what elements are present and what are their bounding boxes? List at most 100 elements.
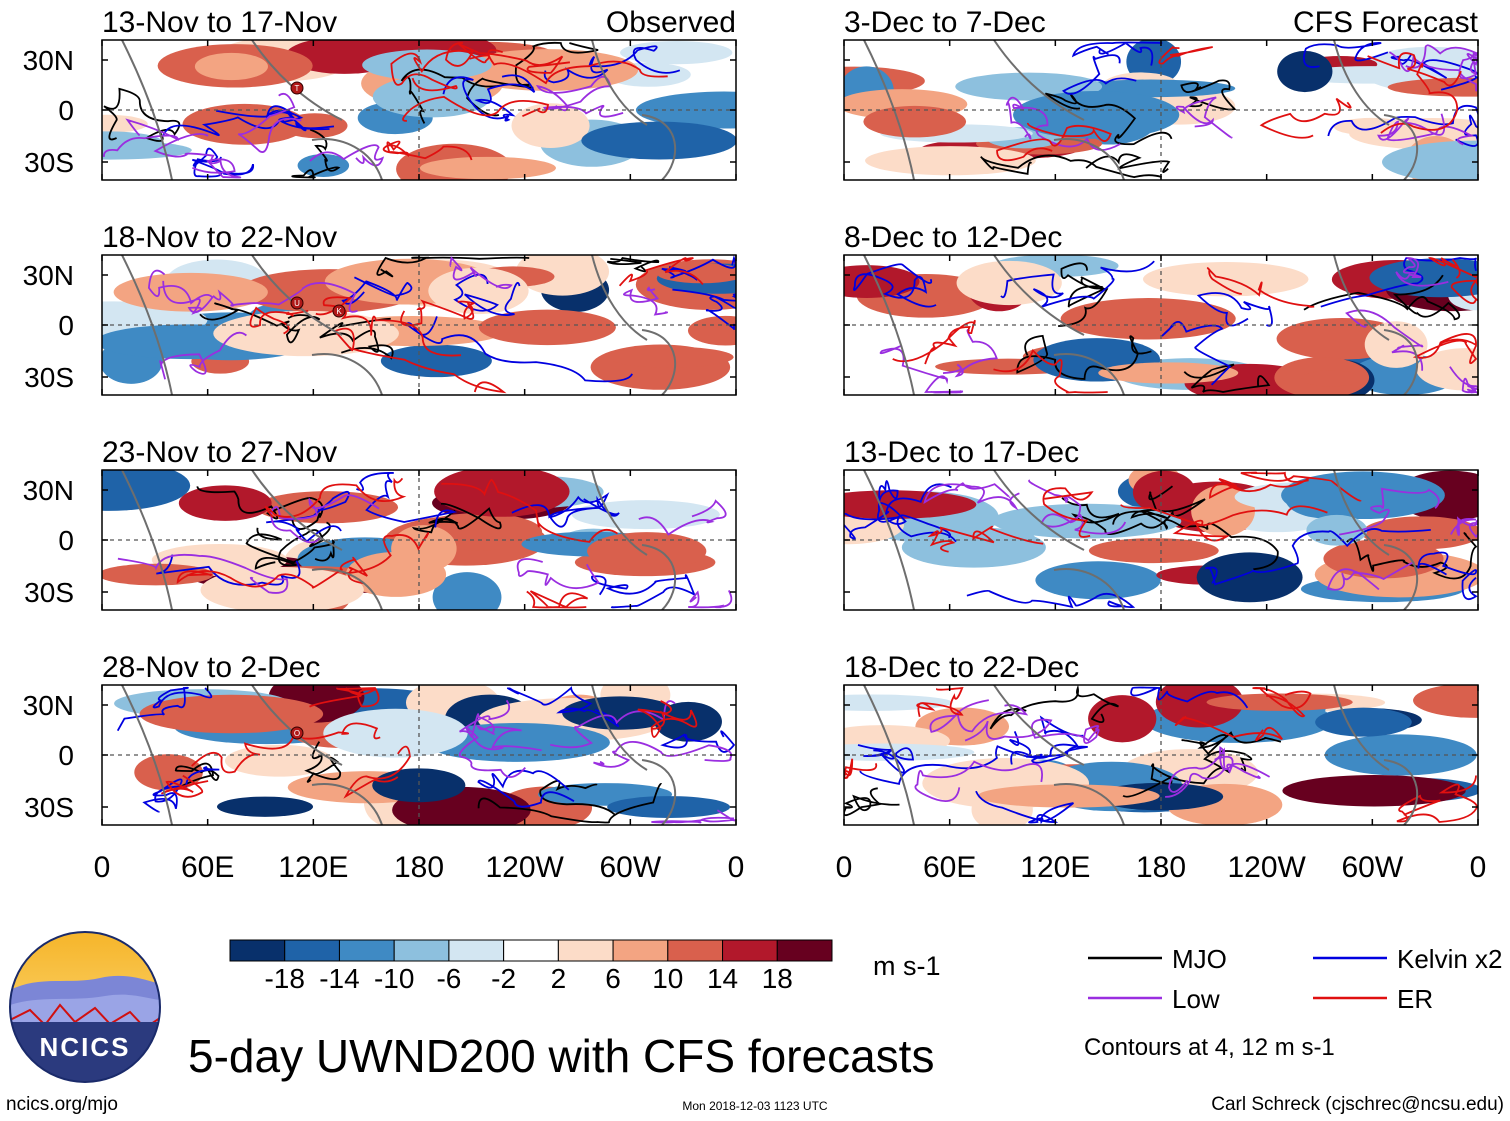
westerly-anomaly	[1155, 685, 1244, 728]
x-tick-label: 120W	[1227, 851, 1306, 884]
observed-panel-4: 28-Nov to 2-Dec O 30N 0 30S 0 60E 120E 180 120W 60…	[23, 651, 745, 884]
easterly-anomaly	[323, 708, 468, 758]
low-contour	[1450, 516, 1478, 539]
low-contour	[270, 494, 380, 544]
kelvin-x2-contour	[660, 730, 736, 753]
south-america-coast	[641, 329, 676, 395]
er-contour	[618, 257, 704, 287]
er-contour	[1209, 477, 1310, 500]
easterly-anomaly	[1013, 90, 1180, 139]
westerly-anomaly	[1088, 695, 1157, 743]
low-contour	[117, 553, 289, 594]
x-tick-label: 0	[94, 851, 111, 884]
africa-coast	[863, 40, 915, 180]
low-contour	[929, 699, 1029, 733]
ncics-logo: NCICS	[9, 931, 161, 1083]
mjo-contour	[411, 502, 502, 534]
er-contour	[1120, 504, 1328, 542]
westerly-anomaly	[863, 105, 967, 138]
colorbar-label: 10	[652, 963, 683, 994]
er-contour	[390, 42, 475, 92]
units-label: m s-1	[873, 951, 941, 981]
south-america-coast	[641, 544, 676, 610]
mjo-contour	[1141, 510, 1279, 571]
low-contour	[1326, 561, 1415, 591]
kelvin-x2-contour	[1320, 257, 1477, 308]
er-contour	[400, 299, 477, 327]
low-contour	[964, 718, 1100, 744]
x-tick-label: 0	[836, 851, 853, 884]
x-tick-label: 0	[728, 851, 745, 884]
westerly-anomaly	[687, 315, 736, 346]
low-contour	[1214, 746, 1271, 779]
easterly-anomaly	[1306, 514, 1368, 546]
er-contour	[264, 477, 407, 519]
colorbar-swatch	[776, 939, 833, 962]
central-america-coast	[591, 255, 648, 341]
x-tick-label: 180	[1136, 851, 1186, 884]
y-tick-label: 0	[58, 525, 74, 556]
kelvin-x2-contour	[1204, 528, 1431, 586]
x-tick-label: 180	[394, 851, 444, 884]
westerly-anomaly	[956, 260, 1062, 306]
panel-field	[102, 255, 736, 395]
south-america-coast	[1383, 544, 1418, 610]
coastlines	[121, 685, 676, 825]
panel-period-label: 8-Dec to 12-Dec	[844, 221, 1062, 254]
colorbar-label: -10	[374, 963, 414, 994]
legend-label: Low	[1172, 984, 1220, 1014]
panel-field	[844, 255, 1478, 395]
australia-coast	[1053, 353, 1125, 395]
kelvin-x2-contour	[191, 147, 254, 178]
easterly-anomaly	[987, 528, 1039, 563]
westerly-anomaly	[113, 272, 268, 312]
easterly-anomaly	[1381, 140, 1478, 180]
westerly-anomaly	[1301, 370, 1361, 387]
er-contour	[996, 122, 1112, 162]
low-contour	[1338, 487, 1440, 536]
low-contour	[688, 589, 733, 609]
low-contour	[237, 92, 302, 153]
y-tick-label: 30N	[23, 45, 74, 76]
colorbar-label: 14	[707, 963, 738, 994]
low-contour	[1005, 96, 1121, 151]
australia-coast	[311, 138, 383, 180]
south-america-coast	[641, 114, 676, 180]
kelvin-x2-contour	[1196, 292, 1273, 327]
easterly-anomaly	[1324, 734, 1477, 776]
kelvin-x2-contour	[877, 480, 952, 539]
site-url[interactable]: ncics.org/mjo	[6, 1094, 118, 1115]
colorbar-swatch	[393, 939, 450, 962]
panel-period-label: 18-Nov to 22-Nov	[102, 221, 337, 254]
central-america-coast	[1333, 470, 1390, 556]
westerly-anomaly	[419, 156, 556, 180]
mjo-contour	[1180, 79, 1237, 111]
er-contour	[844, 758, 878, 779]
er-contour	[1427, 257, 1478, 304]
coastlines	[121, 255, 676, 395]
westerly-anomaly	[1206, 693, 1353, 711]
mjo-contour	[199, 302, 321, 344]
colorbar-label: -18	[264, 963, 304, 994]
westerly-anomaly	[102, 114, 148, 133]
easterly-anomaly	[216, 796, 314, 817]
y-tick-label: 30S	[24, 362, 74, 393]
easterly-anomaly	[380, 344, 492, 378]
westerly-anomaly	[1098, 362, 1239, 384]
mjo-contour	[1061, 497, 1206, 536]
kelvin-x2-contour	[857, 744, 915, 774]
coastlines	[863, 40, 1418, 180]
australia-coast	[1053, 568, 1125, 610]
mjo-contour	[1183, 363, 1271, 393]
coastlines	[863, 255, 1418, 395]
africa-coast	[863, 255, 915, 395]
low-contour	[309, 144, 385, 167]
er-contour	[458, 43, 571, 74]
low-contour	[516, 558, 600, 589]
y-tick-label: 30N	[23, 690, 74, 721]
colorbar-label: 2	[551, 963, 567, 994]
er-contour	[927, 525, 1044, 553]
er-contour	[916, 686, 964, 718]
mjo-contour	[1016, 334, 1152, 380]
